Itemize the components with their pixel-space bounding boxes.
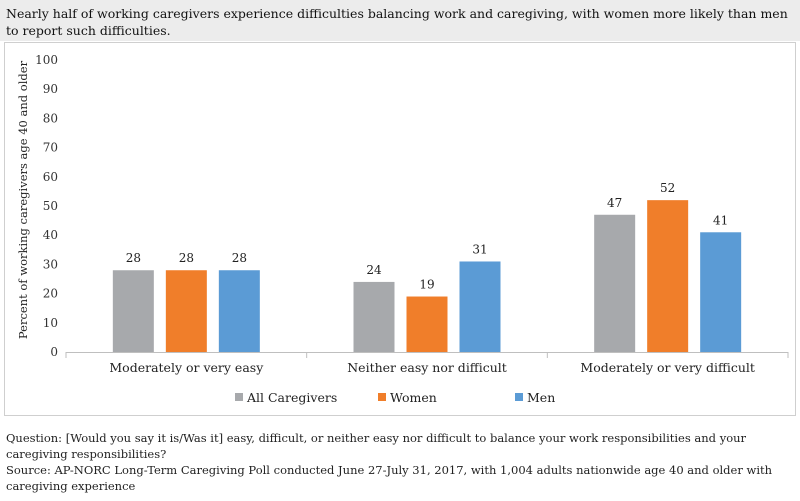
- y-tick-label: 10: [43, 316, 58, 330]
- legend-label: Women: [390, 390, 437, 405]
- chart-footer: Question: [Would you say it is/Was it] e…: [6, 430, 796, 494]
- data-label: 19: [419, 278, 434, 292]
- legend-swatch: [378, 393, 386, 401]
- data-label: 47: [607, 196, 622, 210]
- legend-label: All Caregivers: [246, 390, 337, 405]
- y-tick-label: 0: [50, 345, 58, 359]
- bar: [353, 281, 395, 352]
- data-labels: 28 28 28 24 19 31 47 52 41: [126, 181, 729, 291]
- bar: [406, 296, 448, 352]
- legend-label: Men: [527, 390, 555, 405]
- bar: [112, 270, 154, 352]
- category-label: Moderately or very easy: [109, 360, 264, 375]
- bar-chart: 0 10 20 30 40 50 60 70 80 90 100 28 28 28 24 19 31 47 52 4…: [16, 53, 789, 405]
- source-note: Source: AP-NORC Long-Term Caregiving Pol…: [6, 463, 773, 493]
- bar: [647, 200, 689, 352]
- y-tick-label: 90: [43, 82, 58, 96]
- bar: [700, 232, 742, 352]
- bar: [459, 261, 501, 352]
- data-label: 28: [179, 251, 194, 265]
- bar: [165, 270, 207, 352]
- bar: [594, 214, 636, 352]
- y-tick-label: 100: [35, 53, 58, 67]
- chart-headline: Nearly half of working caregivers experi…: [6, 6, 788, 38]
- category-label: Neither easy nor difficult: [347, 360, 507, 375]
- question-note: Question: [Would you say it is/Was it] e…: [6, 431, 747, 461]
- bar: [218, 270, 260, 352]
- y-axis-ticks: 0 10 20 30 40 50 60 70 80 90 100: [35, 53, 58, 359]
- category-label: Moderately or very difficult: [580, 360, 755, 375]
- data-label: 28: [232, 251, 247, 265]
- legend-swatch: [515, 393, 523, 401]
- category-labels: Moderately or very easy Neither easy nor …: [109, 360, 755, 375]
- y-tick-label: 70: [43, 141, 58, 155]
- y-tick-label: 80: [43, 111, 58, 125]
- chart-header: Nearly half of working caregivers experi…: [0, 0, 800, 41]
- data-label: 52: [660, 181, 675, 195]
- y-tick-label: 60: [43, 170, 58, 184]
- data-label: 24: [366, 263, 382, 277]
- data-label: 41: [713, 213, 728, 227]
- legend: All Caregivers Women Men: [235, 390, 555, 405]
- y-tick-label: 20: [43, 287, 58, 301]
- bars: [112, 200, 742, 352]
- y-tick-label: 50: [43, 199, 58, 213]
- data-label: 28: [126, 251, 141, 265]
- y-tick-label: 30: [43, 257, 58, 271]
- y-axis-label: Percent of working caregivers age 40 and…: [16, 60, 30, 339]
- legend-swatch: [235, 393, 243, 401]
- category-separators: [65, 352, 789, 358]
- data-label: 31: [472, 242, 487, 256]
- y-tick-label: 40: [43, 228, 58, 242]
